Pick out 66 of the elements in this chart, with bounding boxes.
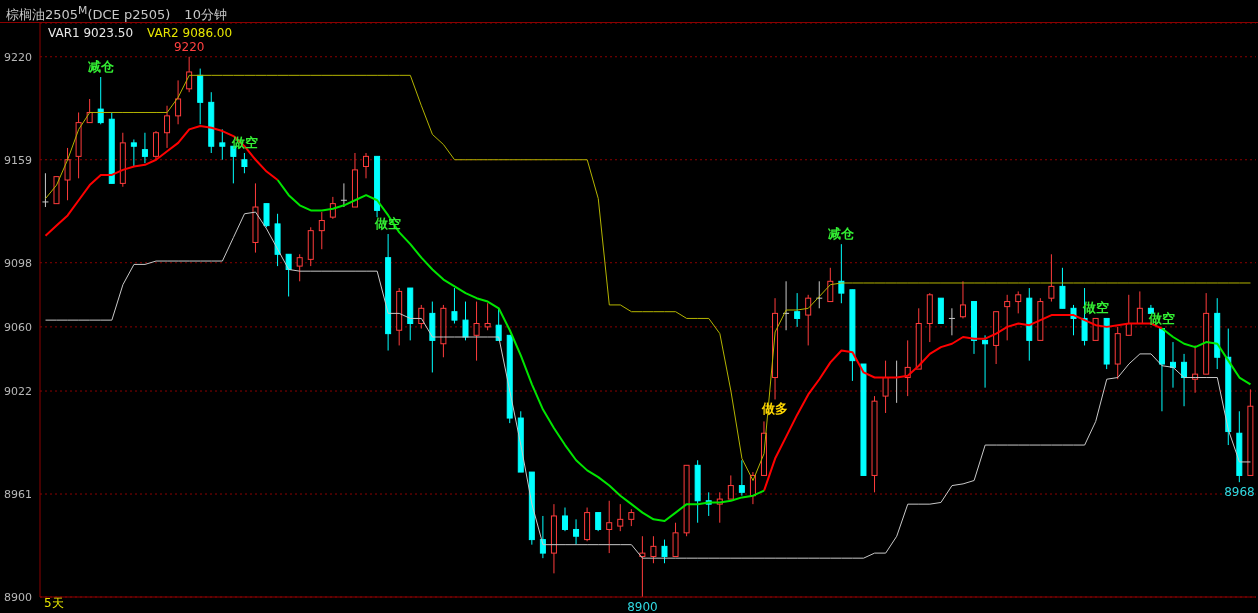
candlestick xyxy=(1181,353,1188,407)
candlestick xyxy=(805,294,812,346)
candlestick xyxy=(363,152,370,179)
chart-subtitle: 10分钟 xyxy=(184,7,227,23)
candlestick xyxy=(738,459,745,497)
candlestick xyxy=(1048,253,1055,303)
candlestick xyxy=(948,307,956,336)
candlestick xyxy=(186,56,193,93)
candlestick xyxy=(473,301,480,362)
candlestick xyxy=(639,535,646,597)
candlestick xyxy=(827,267,834,303)
annotation: 做多 xyxy=(761,401,789,417)
candlestick xyxy=(794,292,801,328)
candlestick xyxy=(672,522,679,557)
candlestick xyxy=(340,182,348,208)
candlestick xyxy=(573,518,580,546)
candlestick xyxy=(1004,294,1011,341)
candlestick xyxy=(164,105,171,149)
annotation: 5天 xyxy=(44,595,64,612)
candlestick xyxy=(1059,267,1066,309)
candlestick xyxy=(141,132,148,164)
candlestick xyxy=(838,243,845,304)
candlestick xyxy=(562,507,568,532)
y-tick-label: 9220 xyxy=(4,50,32,64)
candlestick xyxy=(595,512,602,532)
candlestick xyxy=(97,76,104,125)
candlestick xyxy=(882,360,889,414)
chart-title: 棕榈油2505$^{M}$(DCE p2505) xyxy=(6,4,171,23)
annotation: VAR2 9086.00 xyxy=(147,26,233,40)
candlestick xyxy=(650,535,657,564)
y-tick-label: 9022 xyxy=(4,384,32,398)
candlestick xyxy=(462,301,469,341)
y-tick-label: 8900 xyxy=(4,590,32,604)
candlestick xyxy=(1136,290,1143,325)
candlestick xyxy=(263,203,270,228)
annotation: 减仓 xyxy=(87,59,115,75)
y-tick-label: 9159 xyxy=(4,153,32,167)
candlestick xyxy=(606,500,613,554)
candlestick xyxy=(1015,290,1022,314)
annotation: 9220 xyxy=(173,39,205,54)
candlestick xyxy=(959,280,966,319)
annotation: 做空 xyxy=(1148,310,1176,326)
candlestick xyxy=(617,503,624,532)
candlestick xyxy=(285,253,292,297)
candlestick xyxy=(41,172,49,208)
candlestick xyxy=(318,211,325,250)
annotation: VAR1 9023.50 xyxy=(48,26,134,40)
annotation: 减仓 xyxy=(828,226,856,242)
candlestick xyxy=(152,130,159,161)
candlestick xyxy=(219,128,226,161)
y-tick-label: 8961 xyxy=(4,487,32,501)
candlestick xyxy=(130,138,137,167)
candlestick xyxy=(64,147,71,201)
candlestick xyxy=(241,152,248,174)
annotation: 8968 xyxy=(1224,485,1255,500)
y-tick-label: 9060 xyxy=(4,320,32,334)
candlestick xyxy=(982,334,989,389)
y-tick-label: 9098 xyxy=(4,256,32,270)
annotation: 8900 xyxy=(627,600,658,613)
candlestick xyxy=(296,253,303,282)
candlestick xyxy=(1092,317,1099,341)
candlestick xyxy=(484,302,491,331)
candlestick xyxy=(175,79,182,125)
candlestick xyxy=(661,539,668,564)
candlestick xyxy=(727,474,734,500)
candlestick xyxy=(451,287,458,325)
